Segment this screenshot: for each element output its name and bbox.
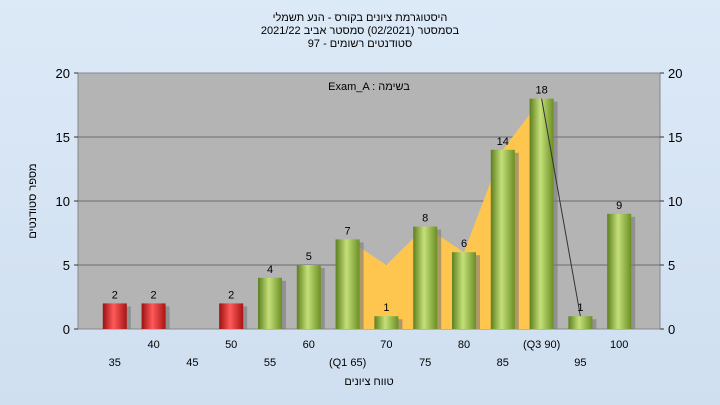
bar [141,303,166,329]
data-label: 1 [383,302,389,314]
y-tick-label: 15 [668,130,682,145]
data-label: 2 [151,289,157,301]
x-tick-label: 75 [419,357,431,369]
x-tick-label: 50 [225,339,237,351]
x-tick-label: 80 [458,339,470,351]
data-label: 18 [535,85,547,97]
data-label: 4 [267,264,273,276]
data-label: 14 [497,136,509,148]
x-tick-label: 70 [380,339,392,351]
x-tick-label: 100 [610,339,628,351]
bar [452,252,476,329]
bar [607,213,632,329]
title-line-3: סטודנטים רשומים - 97 [308,38,412,50]
median-line [541,98,581,317]
y-tick-label: 20 [56,66,70,81]
bar [296,265,321,329]
x-tick-label: 40 [147,339,159,351]
bar [413,226,438,329]
x-tick-label: 35 [109,357,121,369]
bar [335,239,360,329]
median-connector [541,98,581,317]
data-label: 5 [306,251,312,263]
bar [258,277,282,329]
y-tick-label: 20 [668,66,682,81]
bar [568,316,593,329]
data-label: 2 [112,289,118,301]
x-tick-label: 85 [497,357,509,369]
x-axis: 35 40 45 50 55 60 (Q1 65) 70 75 80 85 (Q3 90) 95 100 [109,339,629,369]
x-tick-label: 55 [264,357,276,369]
bar [219,303,244,329]
bar [529,98,554,329]
x-tick-label: 45 [186,357,198,369]
x-tick-label: (Q1 65) [329,357,366,369]
y-tick-label: 5 [63,258,70,273]
y-tick-label: 0 [668,322,675,337]
title-line-2: בסמסטר (02/2021) סמסטר אביב 2021/22 [261,25,460,37]
data-label: 6 [461,238,467,250]
bar [490,149,515,329]
y-axis-right: 0 5 10 15 20 [660,66,682,337]
data-label: 8 [422,213,428,225]
y-axis-label: מספר סטודנטים [27,163,39,238]
y-tick-label: 0 [63,322,70,337]
data-label: 2 [228,289,234,301]
title-line-1: היסטוגרמת ציונים בקורס - הנע תשמלי [273,11,448,24]
data-label: 1 [577,302,583,314]
x-axis-label: טווח ציונים [344,376,393,388]
y-tick-label: 5 [668,258,675,273]
chart-title: היסטוגרמת ציונים בקורס - הנע תשמלי בסמסט… [261,11,460,50]
y-tick-label: 10 [668,194,682,209]
bar [374,316,399,329]
y-tick-label: 10 [56,194,70,209]
data-label: 9 [616,200,622,212]
bar [102,303,127,329]
data-label: 7 [345,225,351,237]
bar-series [102,98,636,329]
x-tick-label: (Q3 90) [523,339,560,351]
y-axis-left: 0 5 10 15 20 [56,66,78,337]
y-tick-label: 15 [56,130,70,145]
x-tick-label: 95 [574,357,586,369]
annotation-label: Exam_A : בשימה [328,81,410,93]
x-tick-label: 60 [303,339,315,351]
